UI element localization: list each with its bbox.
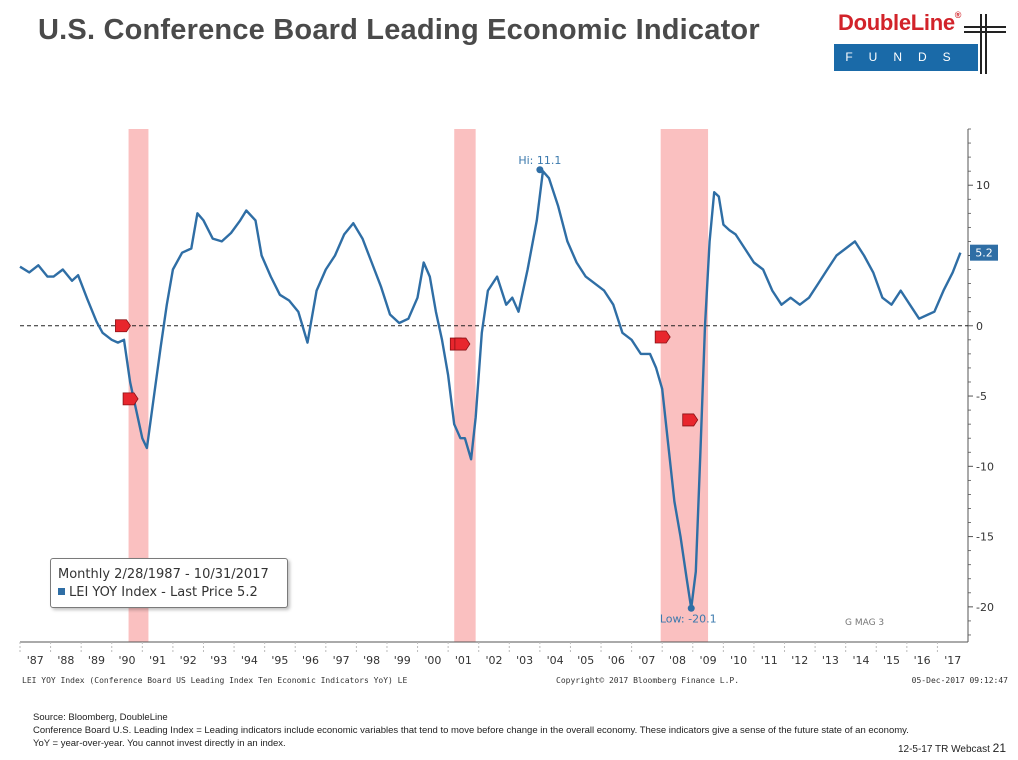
x-tick-label: '01 (455, 654, 472, 667)
footer: Source: Bloomberg, DoubleLine Conference… (33, 711, 913, 750)
footer-note: Conference Board U.S. Leading Index = Le… (33, 725, 909, 749)
x-tick-label: '16 (914, 654, 931, 667)
legend-period: Monthly 2/28/1987 - 10/31/2017 (58, 567, 269, 582)
x-tick-label: '10 (730, 654, 747, 667)
x-tick-label: '17 (944, 654, 961, 667)
x-tick-label: '11 (761, 654, 778, 667)
low-point (687, 604, 695, 612)
y-tick-label: -20 (976, 601, 994, 614)
logo-crossline (964, 31, 1006, 33)
lei-chart: 1050-5-10-15-20'87'88'89'90'91'92'93'94'… (19, 128, 1008, 685)
event-marker (454, 337, 471, 351)
x-tick-label: '97 (333, 654, 350, 667)
event-marker (654, 330, 671, 344)
logo-funds-bar: FUNDS (834, 44, 978, 71)
series-line (19, 170, 962, 610)
x-tick-label: '96 (302, 654, 319, 667)
page-number-label: 12-5-17 TR Webcast 21 (898, 741, 1006, 755)
x-tick-label: '05 (577, 654, 594, 667)
x-tick-label: '09 (700, 654, 717, 667)
event-marker (115, 319, 131, 333)
legend-series: LEI YOY Index - Last Price 5.2 (58, 585, 258, 600)
x-tick-label: '93 (210, 654, 227, 667)
last-price-label: 5.2 (975, 247, 993, 260)
bottom-left-text: LEI YOY Index (Conference Board US Leadi… (22, 676, 407, 685)
logo-crossline (980, 14, 982, 74)
x-tick-label: '02 (485, 654, 502, 667)
y-tick-label: 0 (976, 320, 983, 333)
x-tick-label: '99 (394, 654, 411, 667)
x-tick-label: '87 (27, 654, 44, 667)
page-title: U.S. Conference Board Leading Economic I… (38, 14, 760, 46)
x-tick-label: '14 (852, 654, 869, 667)
hi-label: Hi: 11.1 (518, 154, 561, 167)
x-tick-label: '08 (669, 654, 686, 667)
y-tick-label: -10 (976, 460, 994, 473)
x-tick-label: '07 (638, 654, 655, 667)
x-tick-label: '04 (547, 654, 564, 667)
low-label: Low: -20.1 (660, 612, 717, 625)
gmag-label: G MAG 3 (845, 618, 884, 628)
y-tick-label: -15 (976, 531, 994, 544)
doubleline-logo: DoubleLine® FUNDS (834, 8, 1006, 74)
page-number: 21 (992, 741, 1006, 755)
x-tick-label: '06 (608, 654, 625, 667)
legend-series-label: LEI YOY Index - Last Price 5.2 (69, 585, 258, 600)
x-tick-label: '98 (363, 654, 380, 667)
logo-crossline (985, 14, 987, 74)
bottom-right-text: 05-Dec-2017 09:12:47 (912, 676, 1009, 685)
chart-labels: Hi: 11.1 Low: -20.1 G MAG 3 5.2 LEI YOY Inde… (22, 154, 1008, 685)
y-tick-label: 10 (976, 179, 990, 192)
x-tick-label: '94 (241, 654, 258, 667)
chart-legend: Monthly 2/28/1987 - 10/31/2017 LEI YOY I… (50, 558, 288, 608)
recession-band (128, 129, 149, 642)
event-marker (122, 392, 139, 406)
event-marker (682, 413, 699, 427)
logo-crossline (964, 26, 1006, 28)
x-tick-label: '13 (822, 654, 839, 667)
x-tick-label: '95 (271, 654, 288, 667)
webcast-label: 12-5-17 TR Webcast (897, 744, 990, 755)
x-tick-label: '90 (119, 654, 136, 667)
x-tick-label: '88 (57, 654, 74, 667)
event-markers (115, 319, 699, 427)
series-lei-yoy (19, 166, 962, 612)
last-price-box (970, 244, 998, 261)
x-tick-label: '12 (791, 654, 808, 667)
y-tick-label: -5 (976, 390, 987, 403)
legend-swatch (58, 588, 65, 595)
x-tick-label: '00 (424, 654, 441, 667)
hi-point (536, 166, 544, 174)
axes: 1050-5-10-15-20'87'88'89'90'91'92'93'94'… (19, 128, 994, 667)
footer-source: Source: Bloomberg, DoubleLine (33, 712, 168, 723)
bottom-center-text: Copyright© 2017 Bloomberg Finance L.P. (556, 676, 739, 685)
x-tick-label: '89 (88, 654, 105, 667)
x-tick-label: '91 (149, 654, 166, 667)
x-tick-label: '92 (180, 654, 197, 667)
x-tick-label: '03 (516, 654, 533, 667)
recession-band (454, 129, 476, 642)
logo-brand: DoubleLine® (838, 10, 962, 35)
x-tick-label: '15 (883, 654, 900, 667)
